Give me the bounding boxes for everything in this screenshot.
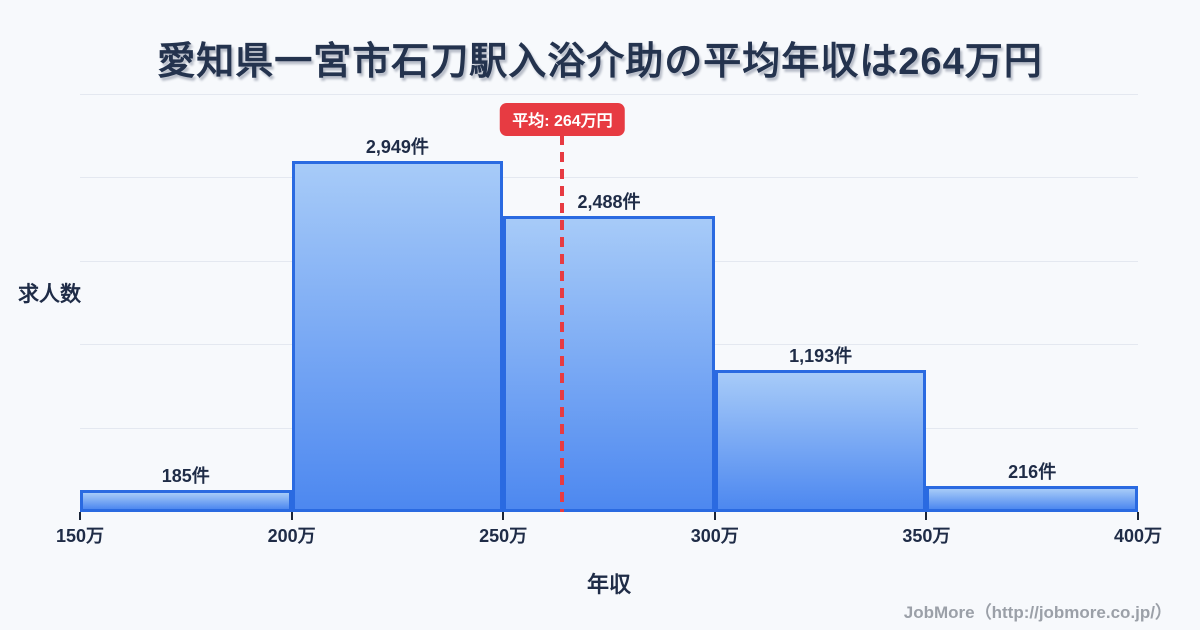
x-tick-label: 350万 (902, 526, 951, 546)
histogram-bar-200-250: 2,949件 (291, 137, 504, 512)
chart-title: 愛知県一宮市石刀駅入浴介助の平均年収は264万円 (157, 41, 1043, 83)
histogram-bar-150-200: 185件 (80, 466, 292, 512)
histogram-bar-300-350: 1,193件 (714, 346, 927, 512)
x-tick-mark (1137, 512, 1139, 520)
x-tick-label: 250万 (479, 526, 528, 546)
bar-value-label: 185件 (161, 465, 210, 486)
x-tick-mark (502, 512, 505, 520)
x-tick-label: 300万 (690, 526, 739, 546)
average-dashed-line (560, 135, 565, 512)
x-tick-label: 150万 (55, 526, 105, 546)
gridline (80, 94, 1138, 95)
x-tick-mark (925, 512, 928, 520)
bar-value-label: 2,949件 (365, 136, 429, 157)
average-badge: 平均: 264万円 (500, 103, 625, 136)
y-axis-label: 求人数 (18, 283, 81, 306)
x-tick-label: 200万 (267, 526, 316, 546)
histogram-bar-250-300: 2,488件 (503, 192, 715, 512)
x-axis: 150万 200万 250万 300万 350万 400万 (56, 512, 1162, 557)
x-tick-mark (713, 512, 716, 520)
x-tick-label: 400万 (1113, 526, 1163, 546)
bar-value-label: 1,193件 (789, 345, 853, 366)
gridline (80, 177, 1138, 179)
x-tick-mark (290, 512, 293, 520)
x-axis-label: 年収 (586, 572, 631, 597)
bar-value-label: 2,488件 (577, 191, 641, 212)
bar-value-label: 216件 (1008, 462, 1057, 483)
footer-credit: JobMore（http://jobmore.co.jp/） (903, 603, 1172, 622)
x-tick-mark (79, 512, 81, 520)
histogram-bar-350-400: 216件 (926, 462, 1138, 512)
chart-area: 185件 2,949件 2,488件 1,193件 216件 平均: 264万円 (80, 94, 1138, 512)
